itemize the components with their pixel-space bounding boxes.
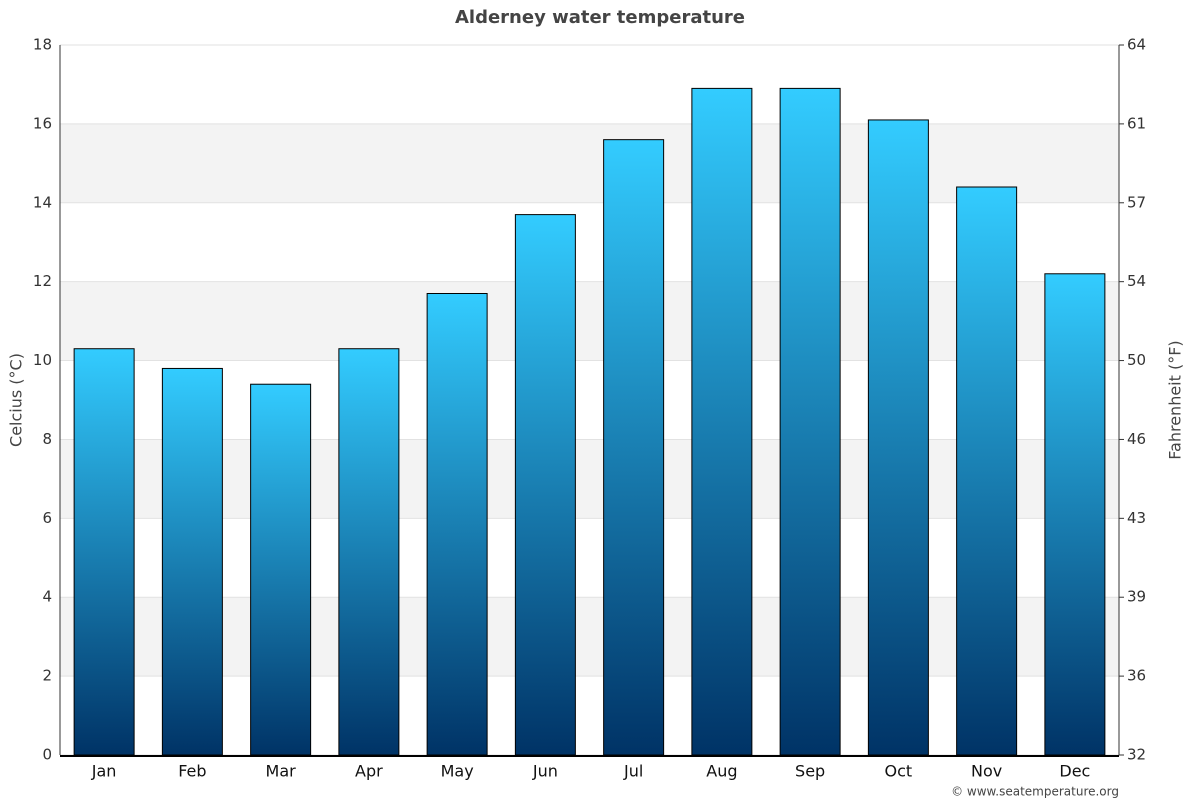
- y2-tick-label: 64: [1127, 36, 1146, 54]
- y-tick-label: 16: [33, 114, 52, 132]
- bar: [514, 214, 576, 756]
- bar: [691, 87, 753, 756]
- bar: [161, 367, 223, 756]
- y2-tick-label: 43: [1127, 509, 1146, 527]
- bar: [1044, 273, 1106, 756]
- y2-tick-label: 50: [1127, 351, 1146, 369]
- x-tick-label: Jul: [623, 762, 643, 781]
- y-axis-title: Celcius (°C): [7, 353, 26, 447]
- x-tick-label: Aug: [706, 762, 737, 781]
- y2-tick-label: 32: [1127, 746, 1146, 764]
- y2-tick-label: 61: [1127, 114, 1146, 132]
- bar: [956, 186, 1018, 756]
- x-tick-label: Feb: [178, 762, 206, 781]
- chart-title: Alderney water temperature: [455, 7, 745, 28]
- grid-band: [60, 439, 1119, 519]
- x-tick-label: Sep: [795, 762, 825, 781]
- y-tick-label: 6: [42, 509, 52, 527]
- x-tick-label: Jun: [532, 762, 558, 781]
- bar: [250, 383, 312, 756]
- grid-band: [60, 281, 1119, 361]
- y-tick-label: 18: [33, 36, 52, 54]
- bar: [426, 293, 488, 756]
- y2-tick-label: 57: [1127, 193, 1146, 211]
- y-tick-label: 14: [33, 193, 52, 211]
- y-tick-label: 8: [42, 430, 52, 448]
- x-tick-label: Jan: [91, 762, 117, 781]
- bar: [73, 348, 135, 756]
- y2-tick-label: 54: [1127, 272, 1146, 290]
- x-tick-label: Nov: [971, 762, 1002, 781]
- credit: © www.seatemperature.org: [951, 785, 1119, 799]
- y-tick-label: 4: [42, 588, 52, 606]
- bar: [603, 139, 665, 756]
- y-tick-label: 2: [42, 667, 52, 685]
- bar: [867, 119, 929, 756]
- grid-band: [60, 597, 1119, 677]
- bar: [779, 87, 841, 756]
- y-tick-label: 12: [33, 272, 52, 290]
- x-tick-label: Apr: [355, 762, 383, 781]
- x-tick-label: May: [441, 762, 474, 781]
- x-tick-label: Oct: [885, 762, 913, 781]
- y-tick-label: 10: [33, 351, 52, 369]
- x-tick-label: Mar: [266, 762, 297, 781]
- bar: [338, 348, 400, 756]
- y2-tick-label: 36: [1127, 667, 1146, 685]
- y2-tick-label: 46: [1127, 430, 1146, 448]
- y2-axis-title: Fahrenheit (°F): [1166, 340, 1185, 459]
- x-tick-label: Dec: [1059, 762, 1090, 781]
- grid-band: [60, 123, 1119, 203]
- y2-tick-label: 39: [1127, 588, 1146, 606]
- y-tick-label: 0: [42, 746, 52, 764]
